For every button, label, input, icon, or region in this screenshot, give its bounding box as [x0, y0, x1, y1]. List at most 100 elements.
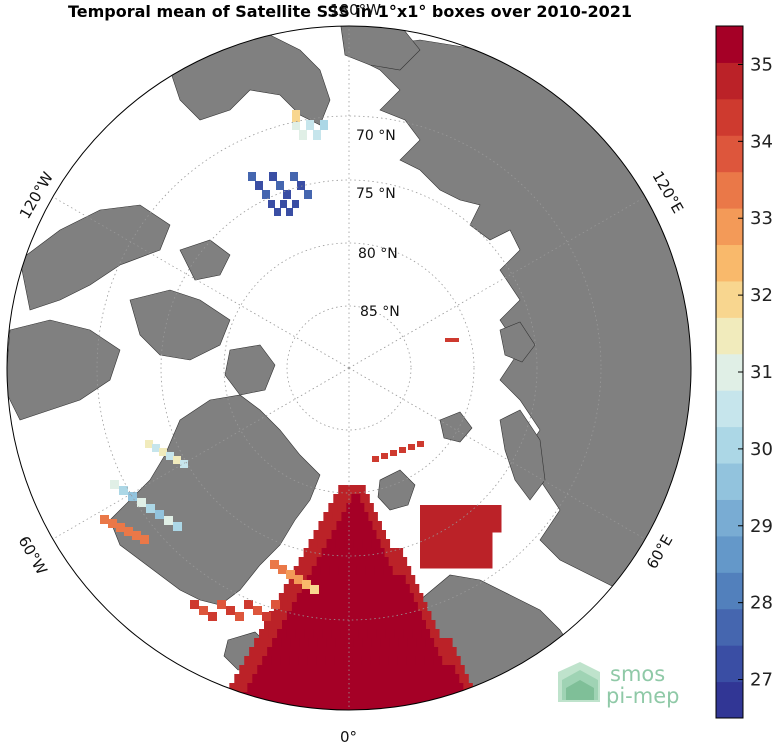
sss-cell — [331, 611, 342, 621]
sss-cell — [391, 683, 401, 693]
sss-cell — [317, 638, 327, 648]
sss-cell — [345, 521, 355, 531]
logo-wave-icon — [558, 662, 600, 702]
sss-cell — [424, 656, 434, 666]
sss-cell — [393, 647, 403, 657]
land-severnaya — [499, 321, 536, 363]
sss-cell — [353, 638, 363, 648]
sss-cell — [376, 530, 386, 540]
sss-cell — [277, 611, 288, 621]
sss-cell — [429, 514, 439, 524]
sss-cell — [410, 665, 420, 675]
sss-cell — [323, 710, 333, 720]
logo-line2: pi-mep — [606, 684, 679, 708]
colorbar-segment — [716, 645, 743, 683]
colorbar-segment — [716, 426, 743, 464]
sss-cell — [438, 559, 448, 569]
sss-cell — [440, 710, 450, 720]
sss-cell — [381, 620, 391, 630]
sss-cell — [387, 674, 397, 684]
sss-cell — [303, 548, 314, 558]
sss-cell — [328, 503, 338, 513]
sss-cell — [443, 638, 453, 648]
sss-cell — [419, 665, 429, 675]
sss-cell — [258, 647, 268, 657]
sss-cell — [337, 683, 347, 693]
colorbar-segment — [716, 244, 743, 282]
sss-cell — [325, 656, 335, 666]
sss-cell — [228, 701, 238, 710]
sss-cell — [350, 593, 361, 603]
sss-cell — [268, 629, 278, 639]
land-canada-3 — [129, 289, 231, 361]
sss-cell — [350, 710, 360, 720]
sss-cell — [286, 611, 297, 621]
sss-cell — [282, 701, 292, 710]
sss-cell — [355, 584, 366, 594]
sss-cell — [375, 548, 386, 558]
sss-cell — [275, 665, 285, 675]
sss-cell — [390, 701, 400, 710]
sss-cell — [483, 550, 493, 560]
sss-cell — [430, 629, 440, 639]
sss-cell — [438, 647, 448, 657]
sss-cell — [292, 110, 300, 122]
land-layer — [7, 26, 691, 710]
sss-cell — [447, 505, 457, 515]
sss-cell — [286, 570, 295, 579]
sss-cell — [305, 593, 316, 603]
sss-cell — [408, 620, 418, 630]
sss-cell — [429, 532, 439, 542]
sss-cell — [404, 692, 414, 702]
sss-cell — [361, 656, 371, 666]
sss-cell — [330, 647, 340, 657]
sss-cell — [372, 701, 382, 710]
sss-cell — [299, 130, 307, 140]
sss-cell — [456, 505, 466, 515]
sss-cell — [354, 620, 364, 630]
sss-cell — [253, 656, 263, 666]
sss-cell — [408, 701, 418, 710]
sss-cell — [278, 692, 288, 702]
sss-cell — [286, 629, 296, 639]
sss-cell — [297, 674, 307, 684]
sss-cell — [330, 548, 341, 558]
sss-cell — [367, 629, 377, 639]
sss-cell — [303, 647, 313, 657]
sss-cell — [406, 656, 416, 666]
sss-cell — [302, 580, 311, 589]
sss-cell — [287, 593, 298, 603]
sss-cell — [474, 550, 484, 560]
sss-cell — [290, 172, 298, 181]
sss-cell — [367, 530, 377, 540]
sss-cell — [296, 710, 306, 720]
sss-cell — [385, 629, 395, 639]
sss-cell — [333, 494, 343, 504]
sss-cell — [352, 656, 362, 666]
sss-cell — [262, 190, 270, 199]
sss-cell — [345, 620, 355, 630]
sss-cell — [282, 602, 293, 612]
map-border — [6, 25, 692, 711]
colorbar-tick-label: 28 — [750, 593, 773, 614]
sss-cell — [474, 505, 484, 515]
sss-cell — [320, 566, 331, 576]
sss-cell — [313, 611, 324, 621]
sss-cell — [445, 683, 455, 693]
lon-label-60w: 60°W — [15, 533, 51, 578]
sss-cell — [456, 559, 466, 569]
sss-cell — [110, 480, 119, 489]
sss-cell — [397, 557, 408, 567]
sss-cell — [346, 584, 357, 594]
sss-cell — [363, 521, 373, 531]
sss-cell — [400, 683, 410, 693]
sss-cell — [322, 629, 332, 639]
sss-cell — [145, 440, 153, 448]
sss-cell — [399, 447, 406, 453]
sss-cell — [382, 683, 392, 693]
sss-cell — [377, 692, 387, 702]
sss-cell — [296, 692, 306, 702]
sss-cell — [394, 611, 405, 621]
sss-cell — [159, 448, 167, 456]
sss-cell — [438, 541, 448, 551]
